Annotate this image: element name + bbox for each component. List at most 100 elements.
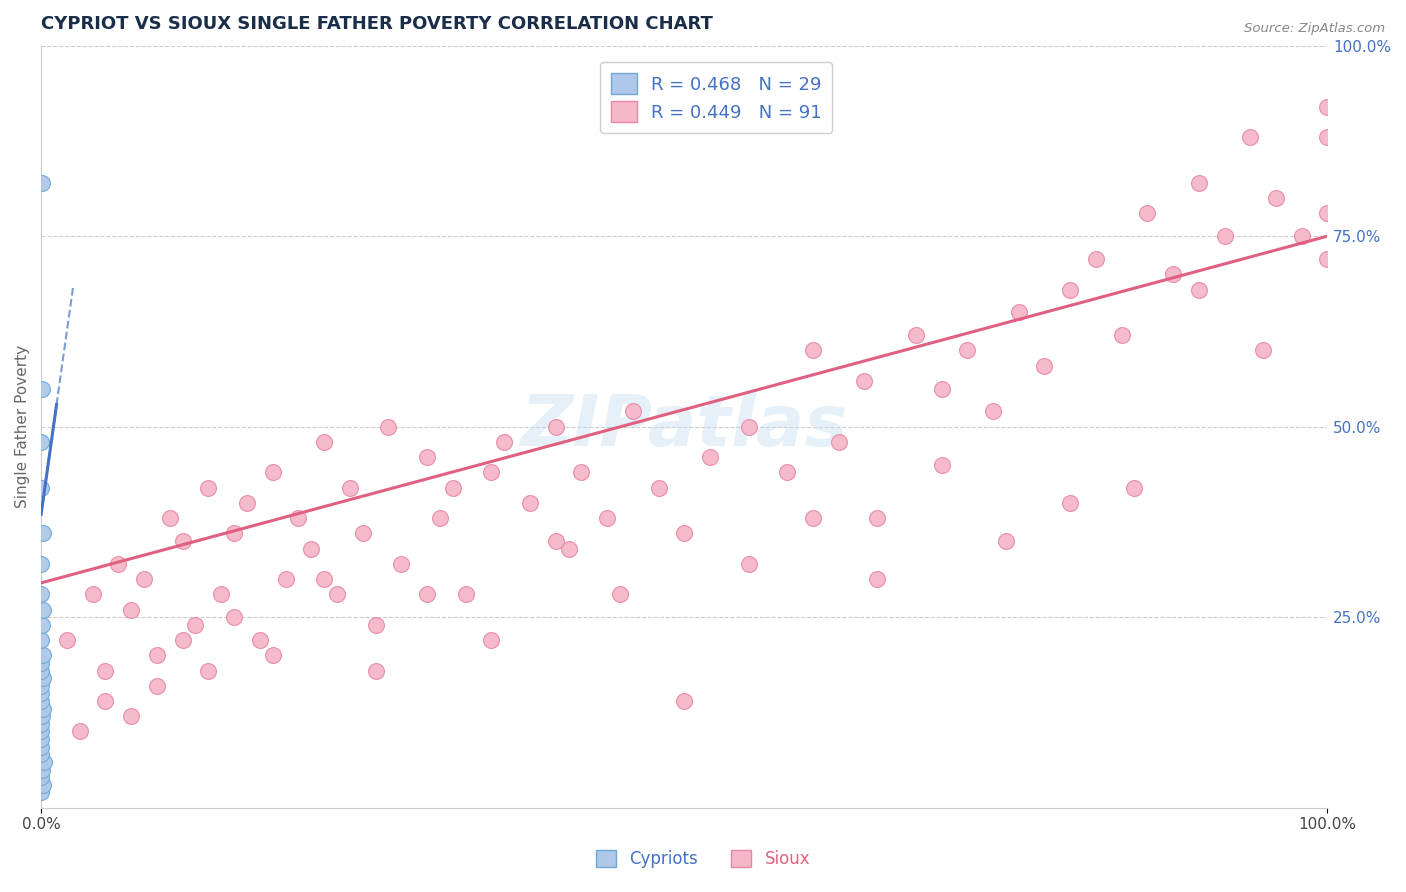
Point [609,587,631,601]
Point [931,382,953,396]
Point [1239,130,1261,145]
Point [596,511,619,525]
Point [30,739,52,754]
Point [31,778,53,792]
Point [30,633,52,648]
Point [557,541,579,556]
Point [853,374,876,388]
Point [994,533,1017,548]
Point [31,763,53,777]
Point [569,466,592,480]
Point [1059,283,1081,297]
Point [1188,283,1211,297]
Point [801,511,824,525]
Point [32,648,55,663]
Point [673,526,696,541]
Point [1084,252,1107,266]
Point [544,419,567,434]
Point [30,656,52,670]
Point [274,572,297,586]
Point [31,176,53,190]
Point [1213,229,1236,244]
Point [866,511,889,525]
Point [197,664,219,678]
Point [494,434,516,449]
Point [30,481,52,495]
Point [364,664,387,678]
Point [1188,176,1211,190]
Point [1123,481,1146,495]
Point [1136,206,1159,220]
Point [262,466,284,480]
Point [197,481,219,495]
Legend: Cypriots, Sioux: Cypriots, Sioux [589,843,817,875]
Point [172,533,194,548]
Point [1111,328,1133,343]
Point [30,724,52,739]
Point [184,617,207,632]
Legend: R = 0.468   N = 29, R = 0.449   N = 91: R = 0.468 N = 29, R = 0.449 N = 91 [600,62,832,133]
Point [30,716,52,731]
Point [107,557,129,571]
Point [222,526,245,541]
Point [314,572,336,586]
Point [132,572,155,586]
Point [69,724,91,739]
Point [931,458,953,472]
Point [519,496,541,510]
Point [30,770,52,784]
Point [82,587,104,601]
Point [94,664,117,678]
Point [314,434,336,449]
Point [479,633,502,648]
Point [30,587,52,601]
Point [30,557,52,571]
Point [981,404,1004,418]
Point [1033,359,1056,373]
Point [1316,252,1339,266]
Y-axis label: Single Father Poverty: Single Father Poverty [15,345,30,508]
Point [416,450,439,465]
Point [299,541,322,556]
Point [416,587,439,601]
Point [699,450,721,465]
Point [31,701,53,715]
Point [120,602,142,616]
Point [621,404,644,418]
Point [1161,267,1184,281]
Point [737,557,759,571]
Point [1316,130,1339,145]
Point [1008,305,1031,319]
Point [1251,343,1274,358]
Point [1316,206,1339,220]
Point [1059,496,1081,510]
Point [364,617,387,632]
Point [31,617,53,632]
Point [287,511,309,525]
Text: ZIPatlas: ZIPatlas [520,392,848,461]
Point [31,382,53,396]
Point [32,526,55,541]
Point [1316,100,1339,114]
Text: CYPRIOT VS SIOUX SINGLE FATHER POVERTY CORRELATION CHART: CYPRIOT VS SIOUX SINGLE FATHER POVERTY C… [41,15,713,33]
Point [30,747,52,762]
Point [56,633,79,648]
Point [30,434,52,449]
Point [647,481,669,495]
Point [904,328,927,343]
Point [956,343,979,358]
Point [801,343,824,358]
Point [146,648,169,663]
Point [32,671,55,685]
Point [209,587,232,601]
Point [32,602,55,616]
Point [30,679,52,693]
Point [827,434,849,449]
Point [32,755,55,769]
Point [236,496,259,510]
Point [441,481,464,495]
Point [30,732,52,747]
Point [222,610,245,624]
Point [1291,229,1313,244]
Point [544,533,567,548]
